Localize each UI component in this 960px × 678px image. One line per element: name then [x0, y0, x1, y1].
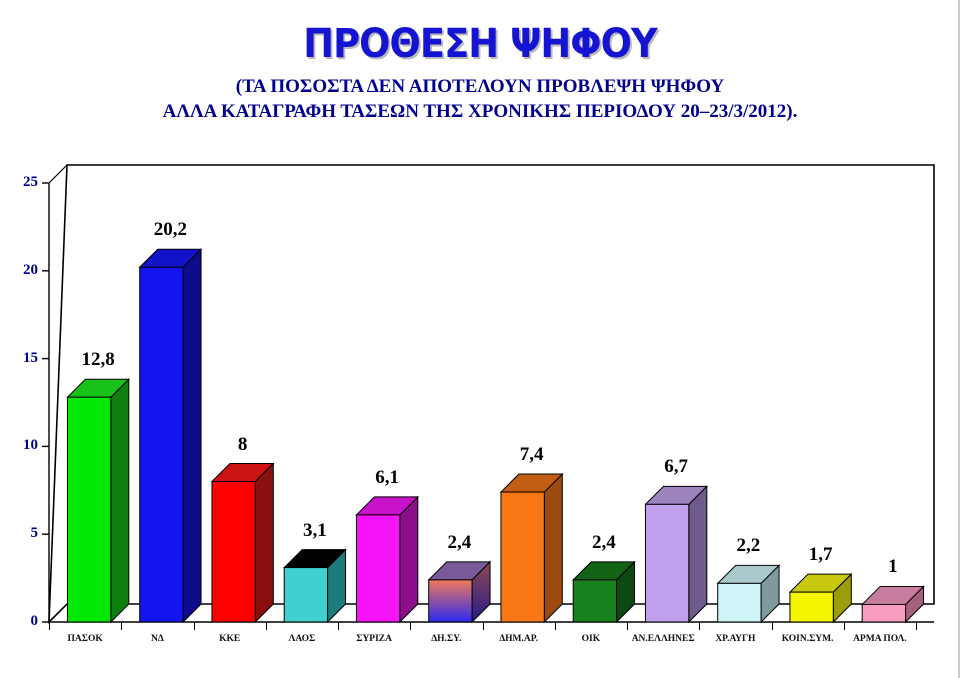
bar-group — [716, 564, 781, 624]
bar-value-label: 1,7 — [808, 544, 833, 566]
bar-side-face — [182, 248, 202, 624]
x-axis-category-label: ΛΑΟΣ — [288, 634, 316, 644]
bar-front-face[interactable] — [644, 503, 690, 623]
y-axis-tick-label: 20 — [23, 261, 38, 278]
bar-value-label: 8 — [237, 433, 248, 455]
bar-front-face[interactable] — [66, 396, 112, 623]
x-tick-mark — [483, 622, 484, 630]
bar-group — [571, 560, 636, 624]
subtitle-line-2: ΑΛΛΑ ΚΑΤΑΓΡΑΦΗ ΤΑΣΕΩΝ ΤΗΣ ΧΡΟΝΙΚΗΣ ΠΕΡΙΟ… — [162, 101, 798, 122]
y-axis-tick-label: 15 — [23, 349, 38, 366]
x-axis-category-label: ΑΝ.ΕΛΛΗΝΕΣ — [631, 634, 695, 644]
y-axis-tick-label: 25 — [23, 174, 38, 190]
plot-area: 0 5 10 15 20 25 12,8 ΠΑΣΟΚ 20,2 ΝΔ 8 ΚΚΕ 3,1 ΛΑΟΣ 6,1 Σ… — [18, 163, 940, 644]
bar-group — [66, 378, 131, 624]
bar-group — [644, 485, 709, 624]
bar-side-face — [543, 472, 563, 624]
bar-value-label: 2,2 — [736, 535, 761, 557]
x-tick-mark — [410, 622, 411, 630]
bar-side-face — [254, 462, 274, 624]
bar-group — [860, 585, 925, 624]
x-tick-mark — [338, 622, 339, 630]
x-tick-mark — [49, 622, 50, 630]
x-axis-category-label: ΔΗΜ.ΑΡ. — [499, 634, 539, 644]
bar-value-label: 6,7 — [664, 456, 688, 478]
y-axis-tick-label: 0 — [30, 613, 39, 629]
bar-group — [427, 560, 492, 624]
bar-group — [788, 572, 853, 624]
bar-front-face[interactable] — [139, 266, 184, 623]
bar-front-face[interactable] — [572, 579, 618, 623]
x-axis-category-label: ΝΔ — [150, 634, 164, 644]
x-axis-category-label: ΧΡ.ΑΥΓΗ — [715, 634, 756, 644]
x-axis-category-label: ΠΑΣΟΚ — [67, 634, 103, 644]
bar-front-face[interactable] — [500, 491, 545, 623]
bar-value-label: 20,2 — [153, 219, 187, 241]
bar-group — [355, 495, 420, 624]
bar-value-label: 1 — [888, 556, 898, 578]
bar-front-face[interactable] — [717, 582, 762, 623]
bar-value-label: 2,4 — [447, 531, 472, 553]
plot-svg — [42, 164, 935, 625]
bar-group — [210, 462, 275, 624]
bar-group — [138, 248, 203, 624]
bar-front-face[interactable] — [861, 603, 907, 623]
x-axis-category-label: ΟΙΚ — [581, 634, 601, 644]
bar-value-label: 3,1 — [303, 519, 327, 541]
bar-front-face[interactable] — [789, 591, 834, 623]
bar-side-face — [688, 485, 708, 624]
x-tick-mark — [844, 622, 845, 630]
x-tick-mark — [772, 622, 773, 630]
x-tick-mark — [121, 622, 122, 630]
x-axis-category-label: ΔΗ.ΣΥ. — [431, 634, 462, 644]
bar-value-label: 6,1 — [375, 466, 399, 488]
x-tick-mark — [555, 622, 556, 630]
x-axis-category-label: ΑΡΜΑ ΠΟΛ. — [853, 634, 907, 644]
bar-value-label: 2,4 — [592, 531, 616, 553]
bar-front-face[interactable] — [355, 514, 401, 623]
y-axis-depth-connector — [48, 164, 68, 184]
bar-front-face[interactable] — [283, 567, 329, 623]
y-axis-tick-label: 5 — [30, 525, 39, 542]
bar-side-face — [399, 495, 419, 624]
bar-group — [499, 472, 564, 624]
x-tick-mark — [916, 622, 917, 630]
subtitle-line-1: (ΤΑ ΠΟΣΟΣΤΑ ΔΕΝ ΑΠΟΤΕΛΟΥΝ ΠΡΟΒΛΕΨΗ ΨΗΦΟΥ — [235, 76, 725, 97]
bar-front-face[interactable] — [428, 579, 473, 623]
bar-front-face[interactable] — [211, 481, 256, 623]
title-block: ΠΡΟΘΕΣΗ ΨΗΦΟΥ (ΤΑ ΠΟΣΟΣΤΑ ΔΕΝ ΑΠΟΤΕΛΟΥΝ … — [0, 21, 958, 124]
x-tick-mark — [194, 622, 195, 630]
bar-group — [282, 548, 347, 624]
x-tick-mark — [699, 622, 700, 630]
bar-value-label: 12,8 — [81, 349, 115, 371]
x-axis-category-label: ΣΥΡΙΖΑ — [356, 634, 393, 644]
x-tick-mark — [627, 622, 628, 630]
x-axis-category-label: ΚΟΙΝ.ΣΥΜ. — [781, 634, 834, 644]
x-axis-category-label: ΚΚΕ — [219, 634, 241, 644]
page-title: ΠΡΟΘΕΣΗ ΨΗΦΟΥ — [303, 21, 657, 67]
x-tick-mark — [266, 622, 267, 630]
y-axis-tick-label: 10 — [23, 437, 38, 454]
bar-value-label: 7,4 — [519, 444, 544, 466]
bar-side-face — [110, 378, 130, 624]
